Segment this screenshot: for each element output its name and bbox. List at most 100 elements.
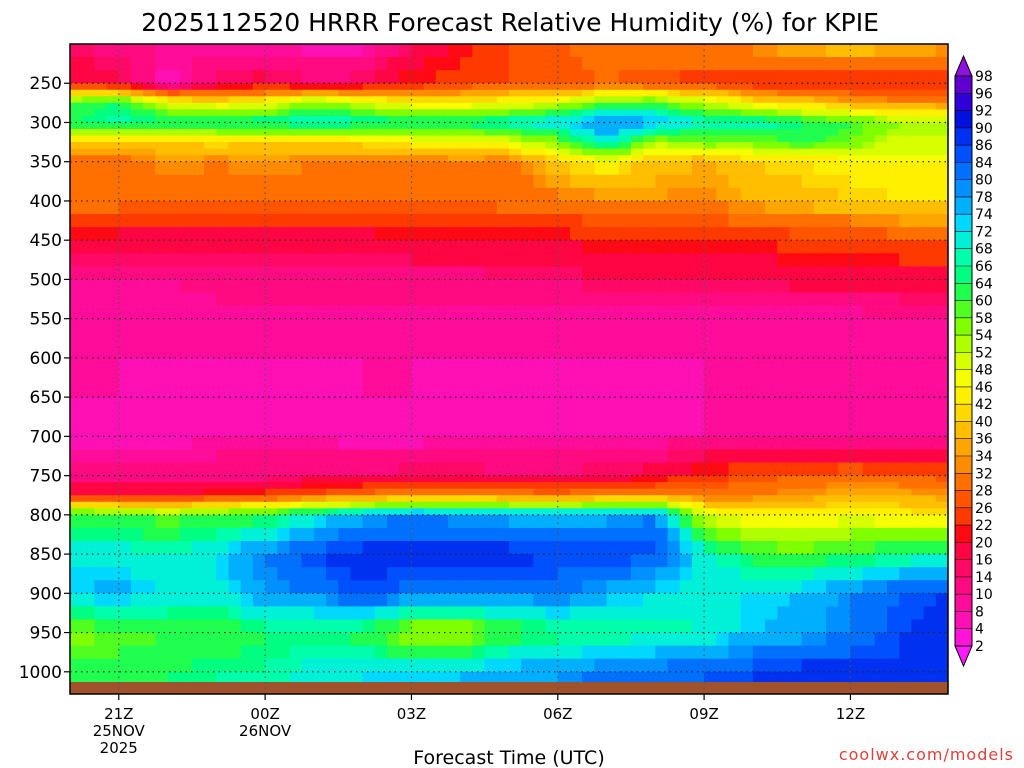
heat-cell bbox=[594, 606, 608, 621]
heat-cell bbox=[874, 675, 888, 680]
heat-cell bbox=[887, 115, 901, 124]
heat-cell bbox=[313, 161, 327, 176]
heat-cell bbox=[582, 187, 596, 202]
heat-cell bbox=[496, 89, 510, 98]
heat-cell bbox=[216, 671, 230, 676]
heat-cell bbox=[496, 501, 510, 510]
heat-cell bbox=[228, 423, 242, 438]
heat-cell bbox=[838, 495, 852, 503]
heat-cell bbox=[106, 142, 120, 150]
heat-cell bbox=[191, 227, 205, 241]
heat-cell bbox=[265, 357, 279, 372]
heat-cell bbox=[582, 57, 596, 71]
heat-cell bbox=[399, 671, 413, 676]
heat-cell bbox=[643, 115, 657, 124]
heat-cell bbox=[435, 155, 449, 163]
heat-cell bbox=[826, 129, 840, 137]
heat-cell bbox=[630, 567, 644, 582]
heat-cell bbox=[874, 148, 888, 156]
heat-cell bbox=[826, 331, 840, 346]
heat-cell bbox=[618, 135, 632, 143]
heat-cell bbox=[935, 554, 948, 568]
heat-cell bbox=[82, 527, 96, 542]
heat-cell bbox=[167, 384, 181, 398]
heat-cell bbox=[655, 83, 669, 91]
heat-cell bbox=[326, 70, 340, 85]
heat-cell bbox=[167, 344, 181, 359]
heat-cell bbox=[594, 292, 608, 307]
heat-cell bbox=[118, 44, 132, 58]
credit-link[interactable]: coolwx.com/models bbox=[839, 745, 1014, 764]
heat-cell bbox=[862, 292, 876, 307]
heat-cell bbox=[313, 279, 327, 294]
heat-cell bbox=[935, 567, 948, 582]
heat-cell bbox=[740, 279, 754, 294]
heat-cell bbox=[313, 318, 327, 333]
heat-cell bbox=[228, 397, 242, 412]
heat-cell bbox=[435, 449, 449, 464]
heat-cell bbox=[240, 541, 254, 555]
heat-cell bbox=[496, 580, 510, 595]
heat-cell bbox=[130, 227, 144, 241]
heat-cell bbox=[204, 102, 218, 111]
heat-cell bbox=[533, 593, 547, 608]
heat-cell bbox=[472, 527, 486, 542]
heat-cell bbox=[94, 357, 108, 372]
heat-cell bbox=[130, 410, 144, 425]
heat-cell bbox=[545, 292, 559, 307]
heat-cell bbox=[509, 632, 522, 647]
heat-cell bbox=[204, 227, 218, 241]
heat-cell bbox=[911, 279, 925, 294]
heat-cell bbox=[155, 115, 169, 124]
colorbar-swatch bbox=[955, 300, 972, 319]
heat-cell bbox=[801, 410, 815, 425]
heat-cell bbox=[667, 161, 681, 176]
heat-cell bbox=[155, 541, 169, 555]
heat-cell bbox=[667, 501, 681, 510]
heat-cell bbox=[691, 89, 705, 98]
heat-cell bbox=[899, 187, 913, 202]
heat-cell bbox=[362, 658, 376, 673]
heat-cell bbox=[752, 554, 766, 568]
heat-cell bbox=[167, 675, 181, 680]
heat-cell bbox=[935, 70, 948, 85]
heat-cell bbox=[923, 397, 937, 412]
heat-cell bbox=[630, 305, 644, 320]
heat-cell bbox=[826, 115, 840, 124]
heat-cell bbox=[874, 495, 888, 503]
heat-cell bbox=[191, 266, 205, 281]
heat-cell bbox=[923, 384, 937, 398]
heat-cell bbox=[704, 482, 718, 490]
heat-cell bbox=[923, 155, 937, 163]
heat-cell bbox=[301, 331, 315, 346]
heat-cell bbox=[887, 305, 901, 320]
heat-cell bbox=[887, 331, 901, 346]
heat-cell bbox=[752, 148, 766, 156]
heat-cell bbox=[630, 318, 644, 333]
heat-cell bbox=[143, 357, 157, 372]
heat-cell bbox=[106, 514, 120, 529]
heat-cell bbox=[313, 675, 327, 680]
heat-cell bbox=[557, 527, 571, 542]
heat-cell bbox=[569, 44, 583, 58]
heat-cell bbox=[923, 449, 937, 464]
heat-cell bbox=[399, 606, 413, 621]
heat-cell bbox=[216, 96, 230, 104]
heat-cell bbox=[362, 279, 376, 294]
heat-cell bbox=[728, 148, 742, 156]
heat-cell bbox=[130, 161, 144, 176]
heat-cell bbox=[765, 462, 779, 477]
heat-cell bbox=[935, 174, 948, 189]
heat-cell bbox=[899, 527, 913, 542]
heat-cell bbox=[472, 240, 486, 255]
heat-cell bbox=[216, 580, 230, 595]
colorbar-label: 20 bbox=[975, 535, 993, 551]
heat-cell bbox=[826, 344, 840, 359]
heat-cell bbox=[765, 397, 779, 412]
heat-cell bbox=[899, 501, 913, 510]
heat-cell bbox=[618, 109, 632, 117]
heat-cell bbox=[313, 397, 327, 412]
heat-cell bbox=[94, 135, 108, 143]
heat-cell bbox=[789, 200, 803, 215]
heat-cell bbox=[277, 253, 291, 268]
